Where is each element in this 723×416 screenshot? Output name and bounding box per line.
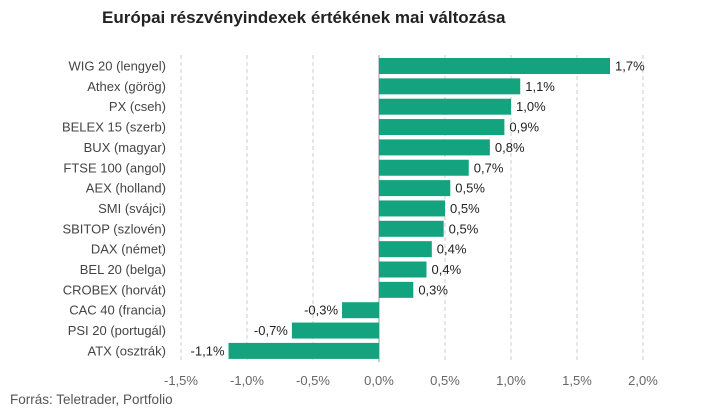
bar: [291, 322, 379, 339]
bar: [342, 302, 379, 319]
value-label: 1,1%: [525, 79, 555, 94]
x-tick-label: -1,5%: [164, 373, 198, 388]
labels: WIG 20 (lengyel) 1,7% Athex (görög) 1,1% PX …: [62, 59, 645, 359]
bar: [379, 200, 445, 217]
value-label: 0,8%: [495, 140, 525, 155]
x-tick-label: 0,5%: [430, 373, 460, 388]
category-label: WIG 20 (lengyel): [68, 59, 166, 74]
category-label: Athex (görög): [87, 79, 166, 94]
category-label: DAX (német): [91, 242, 166, 257]
bar: [379, 139, 490, 156]
value-label: 0,4%: [432, 262, 462, 277]
x-axis-ticks: -1,5% -1,0% -0,5% 0,0% 0,5% 1,0% 1,5% 2,0%: [164, 373, 658, 388]
x-tick-label: 2,0%: [628, 373, 658, 388]
value-label: -0,3%: [304, 303, 338, 318]
x-tick-label: 1,0%: [496, 373, 526, 388]
category-label: ATX (osztrák): [88, 343, 167, 358]
value-label: 0,3%: [418, 282, 448, 297]
category-label: SMI (svájci): [98, 201, 166, 216]
value-label: -0,7%: [254, 323, 288, 338]
bar: [379, 281, 414, 298]
value-label: 1,7%: [615, 59, 645, 74]
value-label: 0,5%: [449, 221, 479, 236]
category-label: PSI 20 (portugál): [68, 323, 166, 338]
bar: [379, 220, 444, 237]
category-label: PX (cseh): [109, 99, 166, 114]
value-label: 0,7%: [474, 160, 504, 175]
category-label: FTSE 100 (angol): [63, 160, 166, 175]
x-tick-label: 1,5%: [562, 373, 592, 388]
category-label: CAC 40 (francia): [69, 303, 166, 318]
value-label: 0,4%: [437, 242, 467, 257]
value-label: 0,5%: [450, 201, 480, 216]
value-label: -1,1%: [191, 343, 225, 358]
bar: [379, 261, 427, 278]
value-label: 1,0%: [516, 99, 546, 114]
bar: [379, 241, 432, 258]
value-label: 0,9%: [509, 120, 539, 135]
value-label: 0,5%: [455, 181, 485, 196]
category-label: BUX (magyar): [84, 140, 166, 155]
chart-title: Európai részvényindexek értékének mai vá…: [102, 8, 506, 27]
category-label: SBITOP (szlovén): [62, 221, 166, 236]
bar: [379, 180, 451, 197]
source-note: Forrás: Teletrader, Portfolio: [10, 392, 173, 407]
category-label: AEX (holland): [86, 181, 166, 196]
x-tick-label: 0,0%: [364, 373, 394, 388]
x-tick-label: -0,5%: [296, 373, 330, 388]
x-tick-label: -1,0%: [230, 373, 264, 388]
bar: [228, 342, 379, 359]
bar: [379, 58, 610, 74]
category-label: BEL 20 (belga): [80, 262, 166, 277]
bar: [379, 78, 521, 95]
bar: [379, 159, 469, 176]
category-label: CROBEX (horvát): [63, 282, 166, 297]
bars: [228, 58, 610, 359]
bar: [379, 98, 511, 115]
bar: [379, 119, 505, 136]
category-label: BELEX 15 (szerb): [62, 120, 166, 135]
